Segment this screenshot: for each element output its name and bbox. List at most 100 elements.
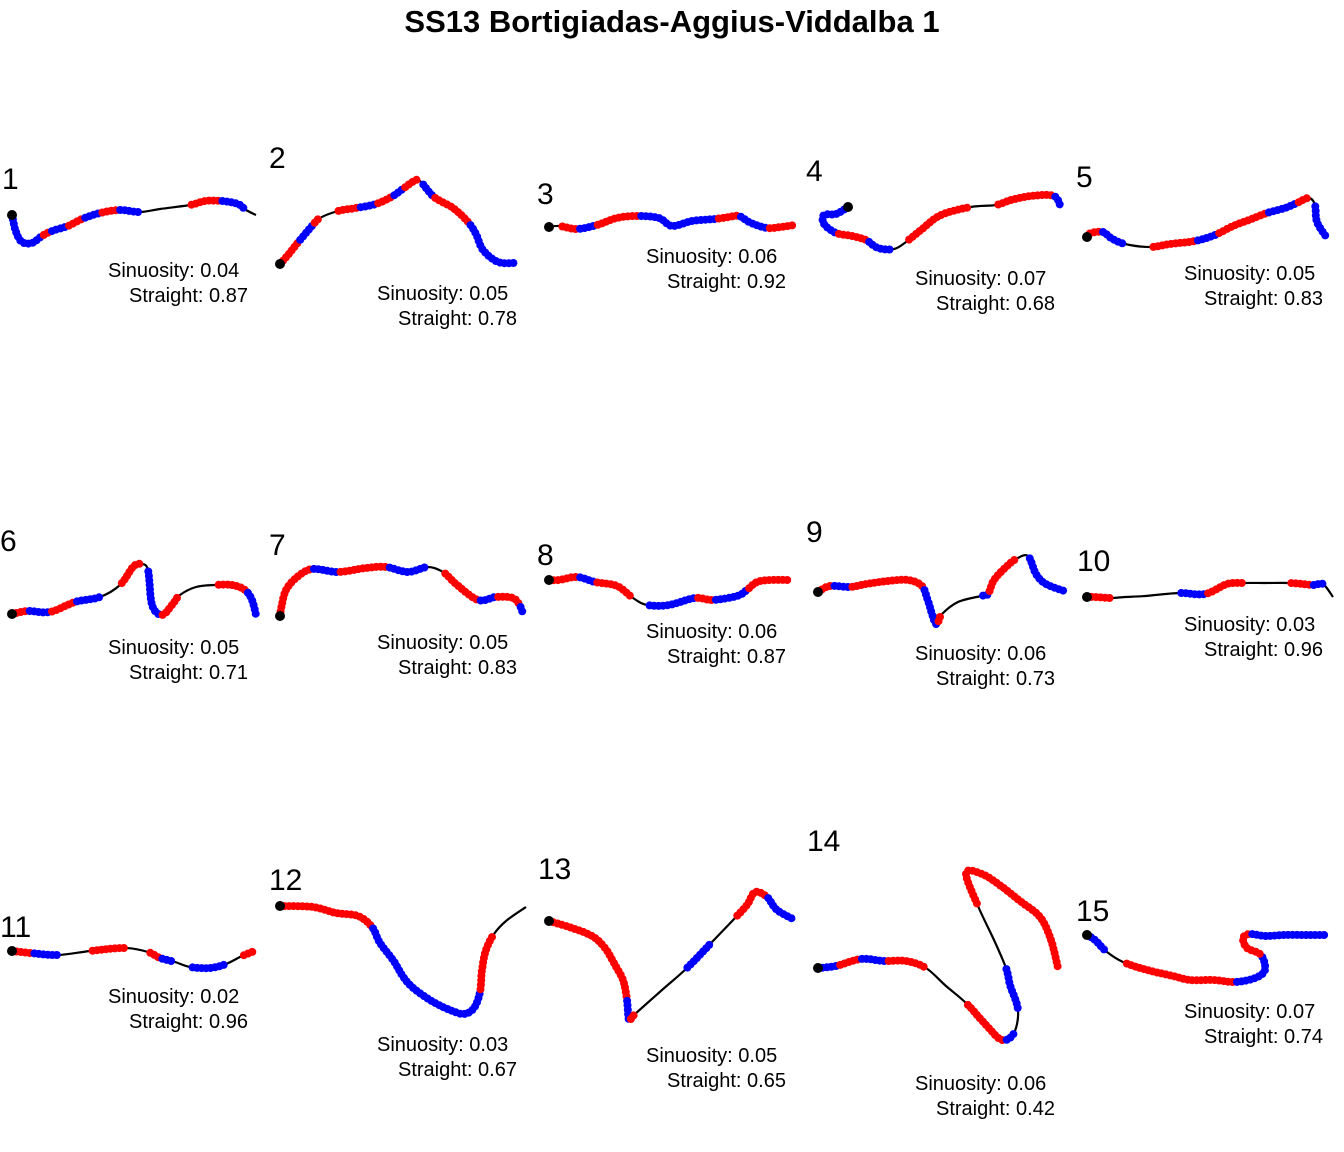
start-point-marker [1082,930,1092,940]
red-marker [119,944,128,952]
blue-marker [95,593,104,602]
panel-15: 15 Sinuosity: 0.07 Straight: 0.74 [1075,0,1343,1152]
sinuosity-label: Sinuosity: 0.07 [915,268,1047,290]
track-plot [275,175,518,269]
straight-label: Straight: 0.83 [398,657,517,679]
blue-marker [219,960,228,969]
sinuosity-label: Sinuosity: 0.05 [646,1045,778,1067]
straight-label: Straight: 0.78 [398,308,517,330]
red-marker [313,215,322,224]
track-plot [7,196,257,248]
red-marker [1302,194,1311,203]
red-marker [173,593,181,602]
sinuosity-label: Sinuosity: 0.06 [915,1073,1047,1095]
red-marker [963,203,972,212]
sinuosity-label: Sinuosity: 0.02 [108,986,240,1008]
sinuosity-label: Sinuosity: 0.03 [377,1034,509,1056]
panel-11: 11 Sinuosity: 0.02 Straight: 0.96 [0,0,268,1152]
blue-marker [1318,579,1327,588]
panel-3: 3 Sinuosity: 0.06 Straight: 0.92 [537,0,805,340]
red-marker [629,1011,638,1020]
start-point-marker [843,202,853,212]
blue-marker [509,259,518,267]
straight-label: Straight: 0.71 [129,662,248,684]
straight-label: Straight: 0.96 [129,1011,248,1033]
panel-5: 5 Sinuosity: 0.05 Straight: 0.83 [1075,0,1343,340]
blue-marker [1002,965,1011,974]
track-plot [818,190,1064,254]
track-plot [7,559,260,619]
track-line [817,869,1060,1042]
track-plot [275,901,527,1018]
straight-label: Straight: 0.68 [936,293,1055,315]
blue-marker [1320,931,1329,939]
blue-marker [518,607,527,616]
sinuosity-label: Sinuosity: 0.06 [915,643,1047,665]
panel-number: 8 [537,539,554,572]
red-marker [1237,579,1246,587]
straight-label: Straight: 0.74 [1204,1026,1323,1048]
track-line [1086,932,1327,984]
start-point-marker [275,901,285,911]
blue-marker [420,563,429,572]
start-point-marker [544,575,554,585]
sinuosity-label: Sinuosity: 0.06 [646,621,778,643]
panel-number: 6 [0,525,17,558]
sinuosity-label: Sinuosity: 0.07 [1184,1001,1316,1023]
blue-marker [167,957,176,965]
panel-number: 12 [269,864,303,897]
straight-label: Straight: 0.83 [1204,288,1323,310]
start-point-marker [813,963,823,973]
red-marker [936,613,944,621]
panel-number: 4 [806,155,823,188]
panel-number: 15 [1076,895,1110,928]
blue-marker [787,914,796,923]
red-marker [488,933,496,942]
track-plot [544,211,797,233]
track-line [548,890,796,1022]
red-marker [248,947,257,956]
sinuosity-label: Sinuosity: 0.03 [1184,614,1316,636]
red-marker [1105,594,1114,602]
panel-number: 1 [2,163,19,196]
start-point-marker [275,259,285,269]
straight-label: Straight: 0.42 [936,1098,1055,1120]
red-marker [783,576,792,584]
sinuosity-label: Sinuosity: 0.05 [108,637,240,659]
start-point-marker [1082,232,1092,242]
track-plot [1082,578,1334,602]
blue-marker [134,208,142,216]
start-point-marker [813,587,823,597]
blue-marker [1055,200,1064,209]
straight-label: Straight: 0.87 [129,285,248,307]
track-line [279,904,527,1016]
panel-10: 10 Sinuosity: 0.03 Straight: 0.96 [1075,0,1343,700]
blue-marker [1118,239,1127,248]
sinuosity-label: Sinuosity: 0.05 [377,283,509,305]
straight-label: Straight: 0.87 [667,646,786,668]
panel-number: 14 [807,825,841,858]
panel-6: 6 Sinuosity: 0.05 Straight: 0.71 [0,0,268,700]
red-marker [625,591,634,600]
start-point-marker [7,946,17,956]
straight-label: Straight: 0.73 [936,668,1055,690]
track-plot [813,554,1068,629]
straight-label: Straight: 0.67 [398,1059,517,1081]
track-plot [1082,930,1329,986]
panel-7: 7 Sinuosity: 0.05 Straight: 0.83 [268,0,536,700]
start-point-marker [7,609,17,619]
panel-number: 10 [1077,545,1111,578]
sinuosity-label: Sinuosity: 0.05 [1184,263,1316,285]
panel-number: 9 [806,516,823,549]
panel-12: 12 Sinuosity: 0.03 Straight: 0.67 [268,0,536,1152]
sinuosity-label: Sinuosity: 0.04 [108,260,240,282]
blue-marker [1059,586,1068,595]
blue-marker [1100,945,1108,954]
red-marker [135,559,144,568]
straight-label: Straight: 0.65 [667,1070,786,1092]
track-plot [275,562,527,621]
panel-number: 5 [1076,161,1093,194]
track-plot [7,944,257,973]
blue-marker [239,203,248,212]
blue-marker [52,951,61,959]
